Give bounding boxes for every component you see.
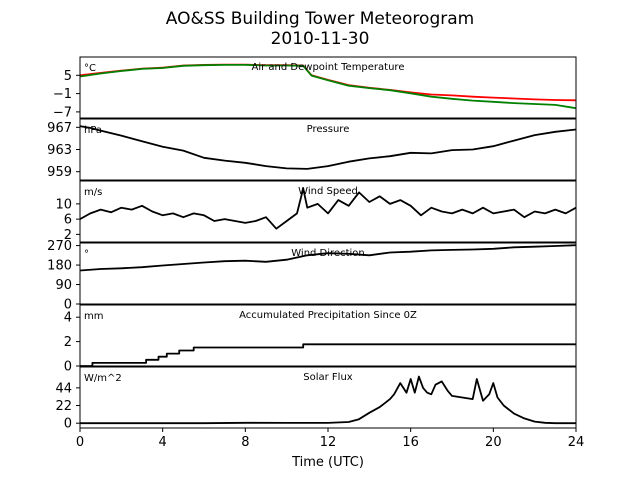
solar-ytick-label-0: 44 [55, 381, 72, 396]
pres-panel-title: Pressure [307, 124, 350, 135]
wspd-ytick-label-2: 2 [64, 228, 72, 243]
wdir-ytick-label-0: 270 [47, 239, 72, 254]
prec-ytick-label-0: 4 [64, 311, 72, 326]
prec-unit-label: mm [84, 311, 103, 322]
prec-panel-title: Accumulated Precipitation Since 0Z [239, 310, 417, 321]
wdir-series-0-line [80, 244, 576, 272]
xtick-label-6: 24 [568, 435, 585, 450]
solar-ytick-label-2: 0 [64, 417, 72, 432]
solar-unit-label: W/m^2 [84, 373, 122, 384]
x-axis-label: Time (UTC) [291, 455, 364, 470]
wdir-panel-title: Wind Direction [291, 248, 365, 259]
wspd-panel-title: Wind Speed [298, 186, 358, 197]
xtick-label-5: 20 [485, 435, 502, 450]
panel-pres: 967 963 959 hPa Pressure [47, 118, 577, 181]
pres-ytick-label-0: 967 [47, 121, 72, 136]
xtick-label-4: 16 [402, 435, 419, 450]
wspd-unit-label: m/s [84, 187, 102, 198]
pres-series-0-line [80, 125, 576, 170]
temp-ytick-label-0: 5 [64, 69, 72, 84]
temp-series-1-line [80, 64, 576, 110]
panel-prec: 4 2 0 mm Accumulated Precipitation Since 0Z [64, 304, 577, 375]
pres-ytick-label-2: 959 [47, 165, 72, 180]
solar-ytick-label-1: 22 [55, 399, 72, 414]
wspd-ytick-label-1: 6 [64, 213, 72, 228]
solar-series-0-line [80, 375, 576, 425]
wdir-frame [79, 242, 577, 305]
wspd-series-0-line [80, 187, 576, 230]
wspd-ytick-label-0: 10 [55, 197, 72, 212]
temp-ytick-label-1: −1 [53, 87, 72, 102]
wdir-ytick-label-1: 180 [47, 259, 72, 274]
xtick-label-3: 12 [320, 435, 337, 450]
panel-temp: 5 −1 −7 °C Air and Dewpoint Temperature [53, 56, 577, 120]
prec-series-0-line [80, 343, 576, 366]
temp-unit-label: °C [84, 63, 96, 74]
figure-title-line1: AO&SS Building Tower Meteorogram [166, 9, 474, 29]
wdir-ytick-label-3: 0 [64, 298, 72, 313]
prec-ytick-label-1: 2 [64, 335, 72, 350]
xtick-label-1: 4 [159, 435, 167, 450]
wdir-unit-label: ° [84, 249, 89, 260]
xtick-label-2: 8 [241, 435, 249, 450]
temp-ytick-label-2: −7 [53, 105, 72, 120]
solar-panel-title: Solar Flux [303, 372, 353, 383]
prec-frame [79, 304, 577, 367]
figure-title-line2: 2010-11-30 [271, 29, 370, 49]
wspd-frame [79, 180, 577, 243]
x-axis: 0 4 8 12 16 20 24 [76, 428, 584, 450]
temp-panel-title: Air and Dewpoint Temperature [252, 62, 405, 73]
xtick-label-0: 0 [76, 435, 84, 450]
pres-unit-label: hPa [84, 125, 102, 136]
panel-wdir: 270 180 90 0 ° Wind Direction [47, 239, 577, 313]
prec-ytick-label-2: 0 [64, 360, 72, 375]
pres-ytick-label-1: 963 [47, 143, 72, 158]
panels-group: 5−1−7°C Air and Dewpoint Temperature96796… [47, 56, 577, 432]
wdir-ytick-label-2: 90 [55, 278, 72, 293]
temp-frame [79, 56, 577, 119]
panel-solar: 44 22 0 W/m^2 Solar Flux [55, 366, 577, 432]
